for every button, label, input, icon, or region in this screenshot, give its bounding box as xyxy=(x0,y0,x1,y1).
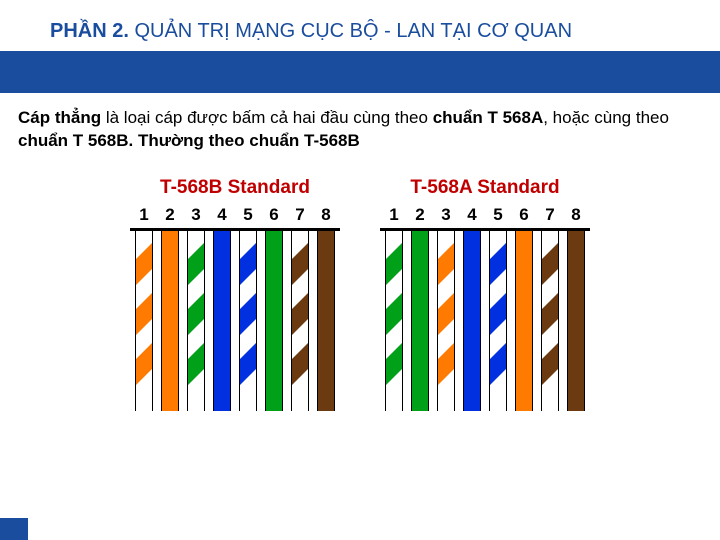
wire-1 xyxy=(385,231,403,411)
wire-4 xyxy=(463,231,481,411)
stripe xyxy=(542,293,558,335)
stripe xyxy=(188,343,204,385)
title-accent: PHẦN 2. xyxy=(50,20,129,42)
stripe xyxy=(136,293,152,335)
stripe xyxy=(136,243,152,285)
wires xyxy=(130,231,340,411)
stripe xyxy=(240,243,256,285)
pin-number: 4 xyxy=(463,205,481,225)
blue-bar xyxy=(0,51,720,93)
stripe xyxy=(438,243,454,285)
desc-bold1: Cáp thẳng xyxy=(18,108,101,127)
pin-number: 1 xyxy=(385,205,403,225)
stripe xyxy=(292,343,308,385)
stripe xyxy=(490,293,506,335)
page-title: PHẦN 2. QUẢN TRỊ MẠNG CỤC BỘ - LAN TẠI C… xyxy=(50,20,680,43)
pin-number: 8 xyxy=(317,205,335,225)
wire-7 xyxy=(541,231,559,411)
wire-6 xyxy=(265,231,283,411)
pin-numbers: 12345678 xyxy=(385,205,585,225)
desc-text2: , hoặc cùng theo xyxy=(543,108,669,127)
title-bar: PHẦN 2. QUẢN TRỊ MẠNG CỤC BỘ - LAN TẠI C… xyxy=(0,0,720,51)
diagrams-container: T-568B Standard12345678T-568A Standard12… xyxy=(0,167,720,421)
stripe xyxy=(292,243,308,285)
pin-numbers: 12345678 xyxy=(135,205,335,225)
pin-number: 8 xyxy=(567,205,585,225)
desc-text1: là loại cáp được bấm cả hai đầu cùng the… xyxy=(101,108,433,127)
diagram-0: T-568B Standard 12345678 xyxy=(130,177,340,411)
pin-number: 6 xyxy=(515,205,533,225)
wires xyxy=(380,231,590,411)
pin-number: 7 xyxy=(291,205,309,225)
wire-7 xyxy=(291,231,309,411)
wire-6 xyxy=(515,231,533,411)
stripe xyxy=(490,243,506,285)
pin-number: 6 xyxy=(265,205,283,225)
wire-8 xyxy=(317,231,335,411)
wire-3 xyxy=(437,231,455,411)
wire-8 xyxy=(567,231,585,411)
pin-number: 4 xyxy=(213,205,231,225)
stripe xyxy=(136,343,152,385)
description: Cáp thẳng là loại cáp được bấm cả hai đầ… xyxy=(0,93,720,167)
stripe xyxy=(240,343,256,385)
stripe xyxy=(438,343,454,385)
pin-number: 3 xyxy=(187,205,205,225)
pin-number: 2 xyxy=(161,205,179,225)
wire-2 xyxy=(411,231,429,411)
pin-number: 1 xyxy=(135,205,153,225)
stripe xyxy=(386,243,402,285)
wire-1 xyxy=(135,231,153,411)
diagram-title: T-568A Standard xyxy=(410,177,559,199)
pin-number: 5 xyxy=(489,205,507,225)
stripe xyxy=(240,293,256,335)
diagram-1: T-568A Standard 12345678 xyxy=(380,177,590,411)
diagram-title: T-568B Standard xyxy=(160,177,310,199)
wire-5 xyxy=(239,231,257,411)
stripe xyxy=(542,343,558,385)
wire-3 xyxy=(187,231,205,411)
page-accent xyxy=(0,518,28,540)
pin-number: 3 xyxy=(437,205,455,225)
desc-bold2: chuẩn T 568A xyxy=(433,108,544,127)
stripe xyxy=(490,343,506,385)
title-rest: QUẢN TRỊ MẠNG CỤC BỘ - LAN TẠI CƠ QUAN xyxy=(129,20,572,42)
stripe xyxy=(438,293,454,335)
wire-4 xyxy=(213,231,231,411)
desc-bold3: chuẩn T 568B. Thường theo chuẩn T-568B xyxy=(18,131,360,150)
stripe xyxy=(542,243,558,285)
stripe xyxy=(386,293,402,335)
stripe xyxy=(292,293,308,335)
wire-5 xyxy=(489,231,507,411)
pin-number: 5 xyxy=(239,205,257,225)
pin-number: 2 xyxy=(411,205,429,225)
stripe xyxy=(188,293,204,335)
pin-number: 7 xyxy=(541,205,559,225)
stripe xyxy=(386,343,402,385)
wire-2 xyxy=(161,231,179,411)
stripe xyxy=(188,243,204,285)
